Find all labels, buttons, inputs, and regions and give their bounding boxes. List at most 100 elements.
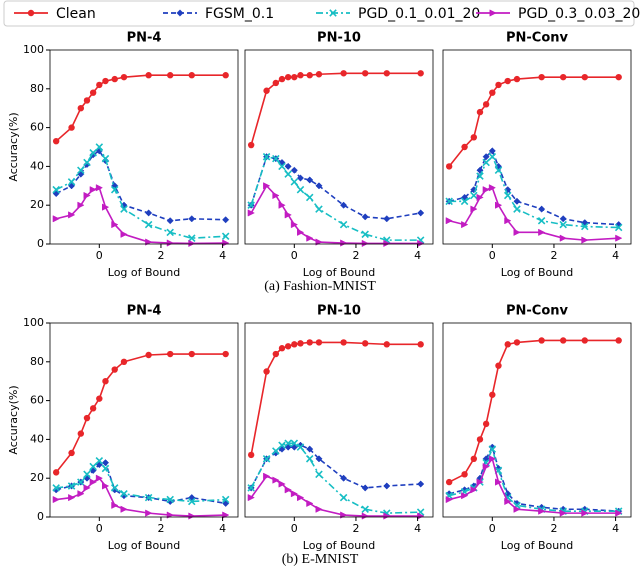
marker: [538, 507, 546, 515]
x-tick-label: 4: [414, 249, 421, 262]
marker: [96, 81, 103, 89]
marker: [614, 223, 623, 232]
marker: [297, 493, 305, 502]
marker: [247, 141, 255, 149]
marker: [110, 484, 119, 492]
x-tick-label: 4: [414, 522, 421, 535]
y-tick-label: 0: [37, 237, 44, 250]
marker: [89, 186, 97, 194]
marker: [247, 493, 255, 502]
marker: [340, 474, 348, 482]
marker: [559, 215, 567, 223]
marker: [383, 215, 391, 223]
marker: [291, 73, 298, 81]
marker: [77, 166, 85, 175]
marker: [445, 217, 453, 225]
marker: [52, 215, 60, 223]
x-tick-label: 2: [157, 522, 164, 535]
x-tick-label: 2: [157, 249, 164, 262]
marker: [537, 216, 546, 225]
x-axis-label: Log of Bound: [303, 266, 375, 279]
series-line: [250, 341, 421, 456]
marker: [188, 350, 195, 358]
marker: [296, 185, 305, 194]
marker: [290, 178, 299, 186]
x-tick-label: 0: [489, 249, 496, 262]
marker: [559, 73, 567, 81]
marker: [101, 459, 110, 467]
marker: [315, 339, 323, 346]
marker: [111, 220, 119, 229]
marker: [278, 201, 286, 209]
marker: [68, 124, 75, 131]
marker: [417, 512, 425, 520]
panel-title: PN-10: [317, 31, 361, 46]
marker: [278, 480, 286, 488]
marker: [68, 493, 76, 502]
marker: [306, 234, 314, 242]
marker: [83, 160, 91, 169]
series-line: [55, 353, 226, 473]
legend-label: FGSM_0.1: [205, 6, 274, 22]
marker: [470, 134, 478, 141]
marker: [52, 137, 60, 145]
marker: [513, 505, 521, 513]
marker: [445, 495, 453, 504]
legend-label: PGD_0.1_0.01_20: [358, 6, 480, 22]
marker: [272, 350, 280, 358]
x-axis-label: Log of Bound: [501, 539, 573, 552]
marker: [383, 341, 390, 348]
marker: [305, 455, 314, 463]
marker: [482, 101, 490, 108]
x-tick-label: 4: [612, 249, 619, 262]
marker: [615, 337, 622, 344]
y-axis-label: Accuracy(%): [7, 112, 20, 181]
marker: [581, 337, 588, 344]
marker: [340, 70, 347, 77]
x-axis-label: Log of Bound: [108, 266, 180, 279]
marker: [476, 166, 484, 174]
marker: [188, 215, 196, 223]
marker: [461, 220, 469, 229]
marker: [470, 205, 478, 213]
x-tick-label: 2: [550, 249, 557, 262]
marker: [461, 492, 469, 500]
marker: [495, 81, 502, 89]
marker: [504, 217, 512, 225]
marker: [222, 350, 229, 358]
legend-marker: [329, 9, 337, 17]
caption: (b) E-MNIST: [282, 552, 359, 567]
marker: [263, 368, 270, 375]
marker: [361, 239, 369, 248]
marker: [513, 339, 521, 346]
x-tick-label: 4: [612, 522, 619, 535]
series-line: [55, 149, 226, 222]
marker: [538, 73, 545, 81]
marker: [615, 73, 622, 81]
marker: [120, 358, 128, 365]
marker: [361, 213, 369, 221]
marker: [482, 158, 490, 167]
marker: [278, 75, 286, 83]
marker: [89, 151, 97, 159]
marker: [538, 205, 546, 213]
marker: [339, 220, 348, 229]
y-tick-label: 60: [30, 394, 44, 407]
marker: [488, 445, 497, 453]
marker: [188, 512, 196, 520]
marker: [383, 70, 390, 77]
marker: [339, 493, 348, 502]
marker: [52, 185, 60, 194]
caption: (a) Fashion-MNIST: [264, 279, 376, 294]
marker: [383, 482, 391, 490]
marker: [188, 239, 196, 248]
marker: [262, 455, 271, 463]
marker: [145, 209, 153, 217]
marker: [284, 439, 292, 448]
marker: [95, 143, 104, 151]
marker: [445, 197, 453, 206]
marker: [315, 455, 323, 463]
marker: [297, 228, 305, 236]
marker: [615, 234, 623, 242]
marker: [513, 197, 521, 205]
